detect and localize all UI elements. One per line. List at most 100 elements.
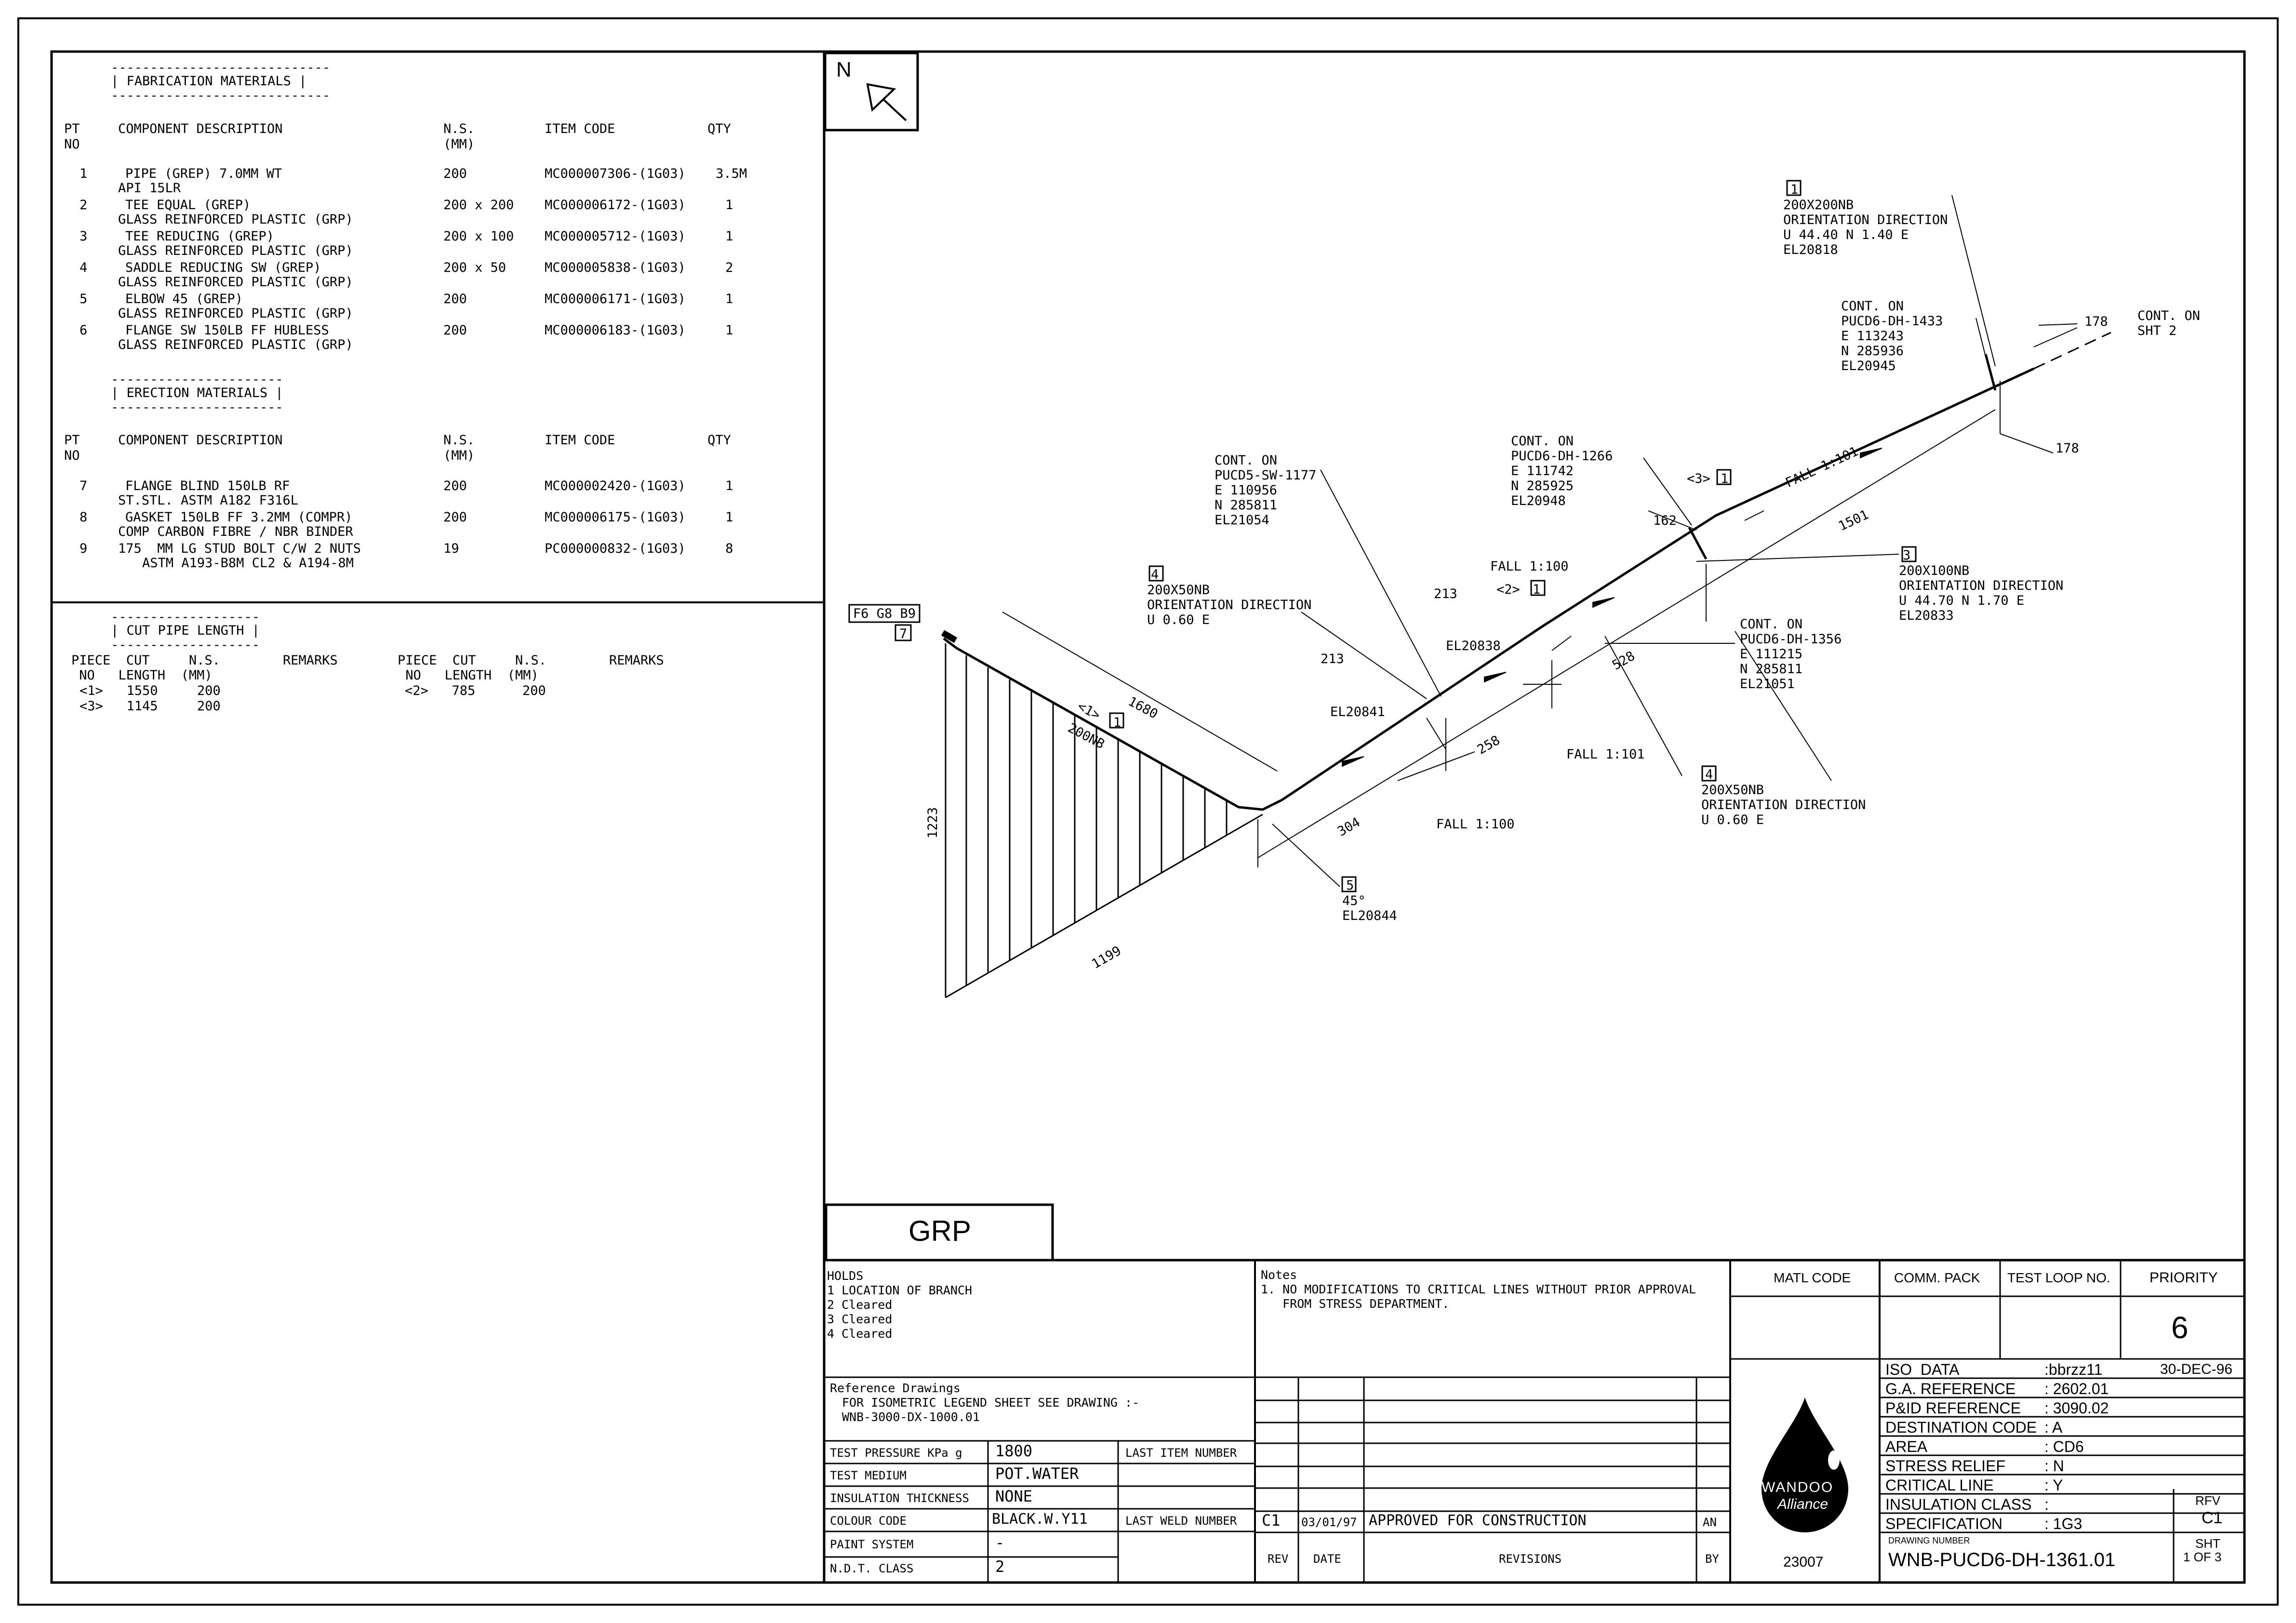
label-line: ORIENTATION DIRECTION (1147, 598, 1312, 612)
iso-data-value: : CD6 (2044, 1438, 2084, 1455)
label-line: CONT. ON (1215, 453, 1278, 468)
erection-row-pt: 7 (80, 479, 88, 493)
iso-data-value: : N (2044, 1457, 2064, 1475)
label-line: 200X100NB (1899, 563, 1970, 578)
el-20841: EL20841 (1330, 705, 1385, 719)
fab-head-desc: COMPONENT DESCRIPTION (118, 121, 283, 136)
erection-row-desc: GASKET 150LB FF 3.2MM (COMPR) (125, 510, 353, 525)
erection-head-mm: (MM) (443, 448, 475, 463)
label-line: SHT 2 (2137, 323, 2177, 338)
erection-row-pt: 9 (80, 541, 88, 556)
rfv-label: RFV (2195, 1493, 2220, 1508)
notes-line: 1. NO MODIFICATIONS TO CRITICAL LINES WI… (1261, 1282, 1696, 1296)
erection-head-desc: COMPONENT DESCRIPTION (118, 433, 283, 448)
erection-row-desc2: ASTM A193-B8M CL2 & A194-8M (142, 556, 354, 571)
ndt-class-value: 2 (995, 1557, 1005, 1576)
cut-dash-bottom: ------------------- (111, 638, 260, 652)
label-line: ORIENTATION DIRECTION (1701, 798, 1866, 812)
label-line: N 285925 (1511, 479, 1574, 493)
logo-text2: Alliance (1777, 1496, 1829, 1512)
cut-head2-right: NO LENGTH (MM) (398, 668, 539, 683)
erection-row-qty: 8 (725, 541, 734, 556)
references-title: Reference Drawings (830, 1381, 961, 1395)
north-label: N (836, 58, 852, 81)
revision-by: AN (1703, 1516, 1717, 1529)
fab-head-code: ITEM CODE (545, 121, 615, 136)
inner-frame (50, 50, 2246, 1584)
label-line: N 285811 (1740, 662, 1803, 677)
label-line: 200X200NB (1783, 198, 1854, 213)
label-line: E 113243 (1841, 329, 1904, 344)
dim-213-lower: 213 (1321, 652, 1344, 666)
label-line: EL20833 (1899, 608, 1954, 623)
iso-data-key: G.A. REFERENCE (1885, 1380, 2016, 1397)
erection-head-qty: QTY (707, 433, 731, 448)
fab-head-mm: (MM) (443, 137, 475, 152)
fab-row-pt: 2 (80, 198, 88, 213)
iso-data-key: STRESS RELIEF (1885, 1457, 2005, 1475)
fab-row-desc: FLANGE SW 150LB FF HUBLESS (125, 323, 329, 338)
fab-row-desc: TEE REDUCING (GREP) (125, 229, 274, 244)
iso-data-key: P&ID REFERENCE (1885, 1399, 2021, 1417)
fab-row-qty: 3.5M (716, 166, 748, 181)
erection-row-ns: 19 (443, 541, 459, 556)
drawing-number: WNB-PUCD6-DH-1361.01 (1888, 1549, 2116, 1570)
comm-pack-label: COMM. PACK (1894, 1270, 1980, 1285)
tag-number: 3 (1903, 548, 1911, 563)
drawing-number-label: DRAWING NUMBER (1888, 1536, 1970, 1545)
iso-data-value: : 2602.01 (2044, 1380, 2109, 1397)
tag-1-box-lower: 1 (1533, 582, 1541, 597)
erection-head-pt: PT (64, 433, 80, 448)
fab-row-qty: 2 (725, 260, 734, 275)
fab-row-ns: 200 x 100 (443, 229, 514, 244)
tag-1-box: 1 (1721, 471, 1729, 486)
cut-row-right: <2> 785 200 (405, 683, 546, 698)
label-line: EL21054 (1215, 513, 1269, 528)
label-line: PUCD6-DH-1266 (1511, 449, 1613, 464)
iso-data-key: INSULATION CLASS (1885, 1496, 2032, 1513)
cut-row-left: <3> 1145 200 (80, 699, 221, 714)
fab-row-desc2: GLASS REINFORCED PLASTIC (GRP) (118, 243, 353, 258)
fab-dash-bottom: ---------------------------- (111, 88, 331, 103)
dim-178-right: 178 (2056, 441, 2079, 456)
cut-head2-left: NO LENGTH (MM) (71, 668, 213, 683)
fab-row-ns: 200 (443, 292, 467, 306)
insulation-thickness-value: NONE (995, 1487, 1033, 1505)
dim-1223: 1223 (925, 807, 940, 838)
label-line: PUCD6-DH-1433 (1841, 314, 1943, 329)
erection-row-qty: 1 (725, 510, 734, 525)
iso-data-value: : 3090.02 (2044, 1399, 2109, 1417)
dimension-lines (1002, 195, 2078, 887)
tag-3-angle: <3> (1687, 471, 1710, 486)
tag-2-angle: <2> (1496, 582, 1520, 597)
offset-hatching (945, 643, 1263, 998)
fab-row-qty: 1 (725, 292, 734, 306)
dim-178-top: 178 (2084, 314, 2108, 329)
fab-row-code: MC000005712-(1G03) (545, 229, 686, 244)
label-line: 200X50NB (1147, 583, 1210, 598)
matl-code-label: MATL CODE (1774, 1270, 1851, 1285)
iso-data-key: SPECIFICATION (1885, 1515, 2002, 1532)
revision-head-rev: REV (1268, 1552, 1289, 1566)
fab-row-ns: 200 x 50 (443, 260, 507, 275)
sht-label: SHT (2195, 1536, 2220, 1551)
label-line: E 111742 (1511, 464, 1574, 479)
item-tag-boxes (848, 180, 1917, 892)
references-line: WNB-3000-DX-1000.01 (842, 1410, 980, 1424)
test-loop-label: TEST LOOP NO. (2007, 1270, 2110, 1285)
holds-line: 4 Cleared (827, 1327, 893, 1341)
tag-number: 5 (1346, 878, 1354, 893)
label-line: EL20948 (1511, 493, 1566, 508)
iso-data-value: : (2044, 1496, 2049, 1513)
label-line: 45° (1342, 893, 1366, 908)
dim-162: 162 (1653, 513, 1677, 528)
cut-head1-left: PIECE CUT N.S. REMARKS (71, 653, 338, 668)
fall-label-1-101-lower: FALL 1:101 (1566, 747, 1645, 762)
fall-flags (1342, 448, 1882, 767)
erection-title: | ERECTION MATERIALS | (111, 386, 283, 400)
fab-row-qty: 1 (725, 198, 734, 213)
iso-data-date: 30-DEC-96 (2160, 1361, 2233, 1377)
ndt-class-label: N.D.T. CLASS (830, 1562, 914, 1575)
label-line: PUCD5-SW-1177 (1215, 468, 1317, 483)
label-line: CONT. ON (1740, 617, 1803, 632)
